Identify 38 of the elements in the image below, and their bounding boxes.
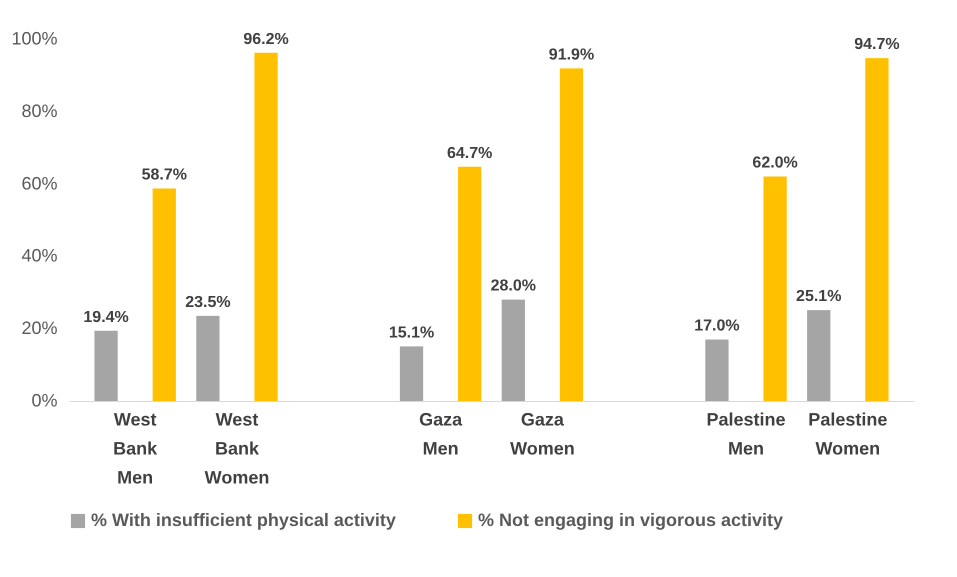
data-label: 91.9% <box>548 46 594 64</box>
bar <box>400 346 424 401</box>
x-tick-label: Gaza Women <box>510 410 575 458</box>
legend-label: % With insufficient physical activity <box>91 510 396 530</box>
data-label: 28.0% <box>490 278 536 295</box>
x-tick-label: Gaza Men <box>419 410 464 458</box>
bar <box>254 52 278 401</box>
bar <box>560 68 584 401</box>
data-label: 25.1% <box>796 288 842 306</box>
bar <box>94 330 118 401</box>
x-tick-label: Palestine Women <box>808 410 888 458</box>
data-label: 58.7% <box>142 166 187 184</box>
y-tick-label: 80% <box>21 100 58 121</box>
bar <box>502 300 525 401</box>
data-label: 17.0% <box>694 317 740 334</box>
data-label: 94.7% <box>854 36 900 54</box>
data-label: 62.0% <box>752 154 798 172</box>
x-tick-label: West Bank Men <box>113 410 158 488</box>
legend-label: % Not engaging in vigorous activity <box>478 510 784 530</box>
bar <box>196 316 220 401</box>
data-label: 23.5% <box>185 294 231 311</box>
x-tick-label: West Bank Women <box>204 410 270 488</box>
data-label: 15.1% <box>388 324 434 342</box>
bar <box>763 176 787 401</box>
data-label: 96.2% <box>243 30 289 48</box>
y-tick-label: 40% <box>21 246 58 266</box>
data-label: 19.4% <box>83 308 129 326</box>
y-tick-label: 100% <box>11 28 58 48</box>
y-tick-label: 0% <box>31 390 58 410</box>
bar <box>152 188 176 401</box>
bar <box>807 310 830 401</box>
bar <box>865 58 889 401</box>
bar <box>458 166 482 401</box>
bar <box>705 339 729 401</box>
data-label: 64.7% <box>446 144 492 162</box>
y-tick-label: 20% <box>21 318 58 338</box>
y-tick-label: 60% <box>21 173 58 194</box>
x-tick-label: Palestine Men <box>706 410 786 458</box>
